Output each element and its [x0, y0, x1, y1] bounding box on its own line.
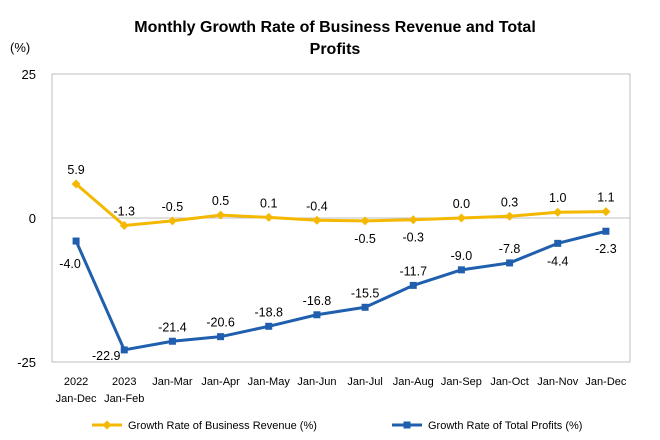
chart-title-line-2: Profits — [310, 41, 361, 58]
x-tick-label: Jan-Jun — [297, 376, 336, 388]
data-label: -7.8 — [499, 242, 521, 256]
data-point — [71, 179, 81, 189]
data-label: -11.7 — [399, 264, 427, 278]
data-label: -4.0 — [59, 257, 81, 271]
y-tick-label: -25 — [17, 355, 36, 370]
data-point — [360, 216, 370, 226]
legend-label: Growth Rate of Total Profits (%) — [428, 420, 582, 432]
x-tick-label: Jan-Jul — [347, 376, 382, 388]
data-point — [602, 227, 610, 235]
data-point — [119, 220, 129, 230]
x-tick-label: Jan-Dec — [56, 393, 97, 405]
data-label: -4.4 — [547, 254, 569, 268]
data-label: -18.8 — [255, 305, 284, 319]
data-point — [408, 215, 418, 225]
data-label: -21.4 — [158, 320, 187, 334]
y-axis-unit-label: (%) — [10, 40, 30, 55]
legend-label: Growth Rate of Business Revenue (%) — [128, 420, 317, 432]
data-point — [120, 346, 128, 354]
data-point — [167, 216, 177, 226]
data-point — [456, 213, 466, 223]
data-point — [72, 237, 80, 245]
data-point — [216, 210, 226, 220]
x-tick-label: Jan-Oct — [490, 376, 529, 388]
x-tick-label: 2023 — [112, 376, 136, 388]
data-label: 1.1 — [597, 191, 614, 205]
data-label: -0.5 — [162, 200, 184, 214]
data-point — [312, 215, 322, 225]
series-line-1 — [75, 182, 606, 227]
data-label: 1.0 — [549, 191, 566, 205]
data-label: -1.3 — [113, 204, 135, 218]
data-label: -9.0 — [451, 249, 473, 263]
x-tick-label: Jan-Apr — [201, 376, 240, 388]
data-point — [553, 207, 563, 217]
data-label: -0.5 — [354, 232, 376, 246]
data-label: 5.9 — [67, 163, 84, 177]
data-point — [554, 239, 562, 247]
y-tick-label: 25 — [22, 67, 36, 82]
data-label: 0.5 — [212, 194, 229, 208]
data-point — [457, 266, 465, 274]
legend: Growth Rate of Business Revenue (%) Growt… — [92, 420, 582, 432]
data-point — [217, 333, 225, 341]
legend-marker — [403, 421, 411, 429]
x-tick-label: Jan-Sep — [441, 376, 482, 388]
data-point — [168, 337, 176, 345]
data-label: -0.3 — [402, 231, 424, 245]
data-point — [505, 211, 515, 221]
data-point — [264, 212, 274, 222]
data-label: -2.3 — [595, 242, 617, 256]
data-point — [313, 311, 321, 319]
data-point — [409, 281, 417, 289]
data-label: -16.8 — [303, 294, 332, 308]
data-label: 0.1 — [260, 196, 277, 210]
x-tick-label: Jan-Dec — [585, 376, 626, 388]
series-line-2 — [74, 229, 607, 352]
y-tick-label: 0 — [29, 211, 36, 226]
x-tick-label: 2022 — [64, 376, 88, 388]
data-label: -0.4 — [306, 199, 328, 213]
data-label: -22.9 — [92, 349, 121, 363]
data-label: 0.0 — [453, 197, 470, 211]
data-label: -15.5 — [351, 286, 380, 300]
x-tick-label: Jan-Feb — [104, 393, 144, 405]
data-label: -20.6 — [206, 316, 235, 330]
x-tick-label: Jan-Mar — [152, 376, 193, 388]
data-label: 0.3 — [501, 195, 518, 209]
chart-title-line-1: Monthly Growth Rate of Business Revenue … — [134, 19, 536, 36]
x-tick-label: Jan-Nov — [537, 376, 578, 388]
data-point — [506, 259, 514, 267]
data-point — [265, 322, 273, 330]
data-point — [601, 207, 611, 217]
x-tick-label: Jan-Aug — [393, 376, 434, 388]
legend-marker — [102, 420, 112, 430]
data-point — [361, 303, 369, 311]
plot-area: 25 0 -25 2022 Jan-Dec 2023 Jan-Feb Jan-Mar Jan-A… — [17, 67, 631, 405]
x-tick-label: Jan-May — [248, 376, 291, 388]
